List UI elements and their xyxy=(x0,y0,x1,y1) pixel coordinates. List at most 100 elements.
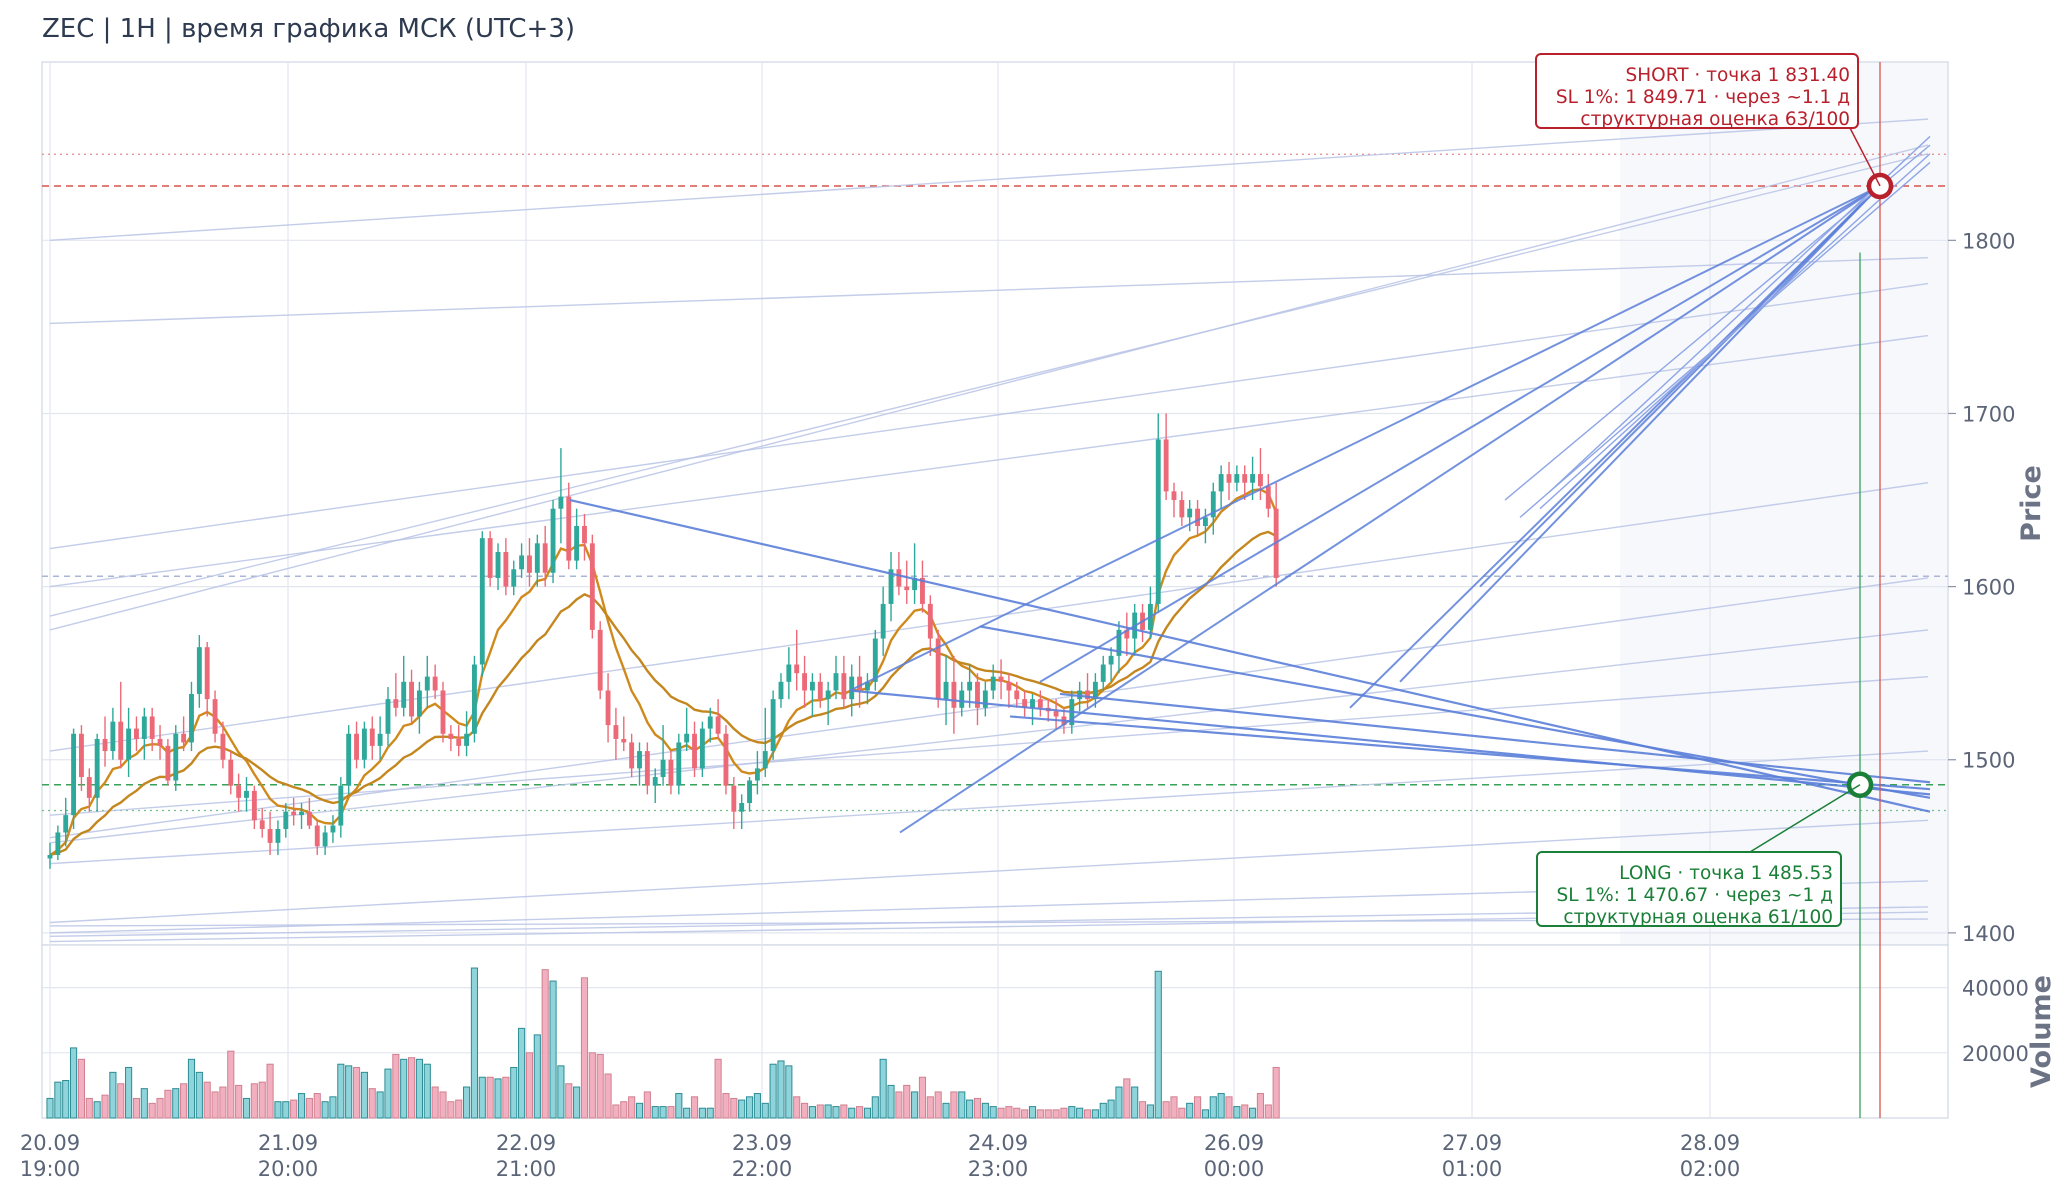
volume-bar xyxy=(1170,1096,1178,1119)
candle-body xyxy=(173,733,179,781)
candle-body xyxy=(825,690,831,700)
candle-body xyxy=(605,690,611,726)
candle-body xyxy=(880,603,886,639)
volume-bar xyxy=(227,1050,235,1119)
candle-body xyxy=(338,785,344,826)
candle-body xyxy=(149,716,155,739)
volume-bar xyxy=(266,1063,274,1119)
volume-bar xyxy=(1186,1102,1194,1119)
candle-body xyxy=(519,555,525,570)
candle-body xyxy=(157,738,163,746)
volume-bar xyxy=(180,1083,188,1119)
volume-bar xyxy=(1233,1106,1241,1119)
volume-bar xyxy=(1115,1086,1123,1119)
candle-body xyxy=(1108,655,1114,665)
long-annotation-box xyxy=(1536,851,1842,927)
candle-body xyxy=(786,664,792,682)
trendlines xyxy=(569,135,1931,834)
volume-bar xyxy=(1256,1093,1265,1119)
volume-bar xyxy=(612,1104,620,1119)
candle-body xyxy=(401,681,407,708)
short-annotation-box xyxy=(1535,53,1859,129)
candle-body xyxy=(126,728,132,760)
candle-body xyxy=(668,759,674,786)
volume-bar xyxy=(800,1102,809,1119)
candle-body xyxy=(55,832,61,855)
candle-body xyxy=(920,577,925,604)
candle-body xyxy=(770,699,776,752)
volume-bar xyxy=(1193,1096,1202,1119)
volume-bar xyxy=(675,1093,683,1119)
candle-body xyxy=(817,681,823,700)
volume-bar xyxy=(1249,1107,1257,1119)
candle-body xyxy=(141,716,147,739)
volume-bar xyxy=(643,1091,651,1119)
volume-bar xyxy=(973,1097,982,1119)
volume-bar xyxy=(455,1099,463,1119)
candle-body xyxy=(896,569,902,587)
long-annotation-text: LONG · точка 1 485.53 xyxy=(1619,863,1833,884)
candle-body xyxy=(63,815,69,833)
volume-bar xyxy=(478,1076,486,1119)
time-tick-time: 01:00 xyxy=(1442,1157,1503,1181)
volume-bar xyxy=(580,977,589,1119)
structure-line xyxy=(49,675,1929,816)
long-annotation-text: SL 1%: 1 470.67 · через ~1 д xyxy=(1556,885,1833,906)
structure-line xyxy=(49,256,1929,325)
candle-body xyxy=(94,738,100,798)
candle-body xyxy=(1014,690,1020,700)
candle-body xyxy=(1092,681,1098,700)
volume-bar xyxy=(274,1101,282,1119)
candle-body xyxy=(212,699,218,734)
resistance-trendline xyxy=(1059,692,1931,784)
volume-bar xyxy=(156,1097,164,1119)
candle-body xyxy=(629,742,635,769)
time-tick-date: 22.09 xyxy=(496,1131,556,1155)
volume-bar xyxy=(895,1091,903,1119)
candle-body xyxy=(888,569,894,604)
volume-bar xyxy=(588,1052,596,1119)
volume-bar xyxy=(722,1093,730,1119)
time-tick-date: 23.09 xyxy=(732,1131,792,1155)
volume-bar xyxy=(533,1034,541,1119)
support-trendline xyxy=(849,185,1881,692)
structure-line xyxy=(49,482,1929,752)
support-trendline xyxy=(1479,185,1881,588)
volume-bar xyxy=(1178,1107,1186,1119)
volume-bar xyxy=(1099,1102,1107,1119)
candle-body xyxy=(479,538,485,665)
volume-bar xyxy=(195,1071,203,1119)
volume-bar xyxy=(651,1106,659,1119)
candle-body xyxy=(409,681,414,717)
volume-tick-label: 20000 xyxy=(1962,1042,2029,1066)
volume-bar xyxy=(753,1093,761,1119)
volume-bar xyxy=(486,1076,494,1119)
candle-body xyxy=(251,790,257,821)
candle-body xyxy=(660,759,666,778)
volume-bar xyxy=(1264,1104,1272,1119)
structure-line xyxy=(49,153,1929,617)
candle-body xyxy=(935,638,941,700)
time-tick-time: 20:00 xyxy=(258,1157,319,1181)
volume-bar xyxy=(132,1097,141,1119)
volume-bar xyxy=(1272,1066,1280,1119)
structure-line xyxy=(49,144,1929,631)
candle-body xyxy=(943,681,949,700)
structure-line xyxy=(49,282,1929,550)
short-annotation-leader xyxy=(1849,127,1881,187)
volume-bar xyxy=(392,1053,400,1119)
candle-body xyxy=(1006,681,1012,691)
volume-bar xyxy=(1044,1109,1052,1119)
candle-body xyxy=(1116,629,1122,656)
volume-bar xyxy=(824,1104,832,1119)
price-tick-label: 1500 xyxy=(1962,749,2015,773)
volume-bar xyxy=(447,1101,455,1119)
volume-bar xyxy=(958,1091,966,1119)
candle-body xyxy=(236,785,242,798)
volume-bar xyxy=(549,980,557,1119)
candle-body xyxy=(354,733,359,760)
candle-body xyxy=(794,664,800,674)
volume-bar xyxy=(415,1058,423,1119)
volume-bar xyxy=(926,1096,934,1119)
volume-bar xyxy=(966,1099,974,1119)
